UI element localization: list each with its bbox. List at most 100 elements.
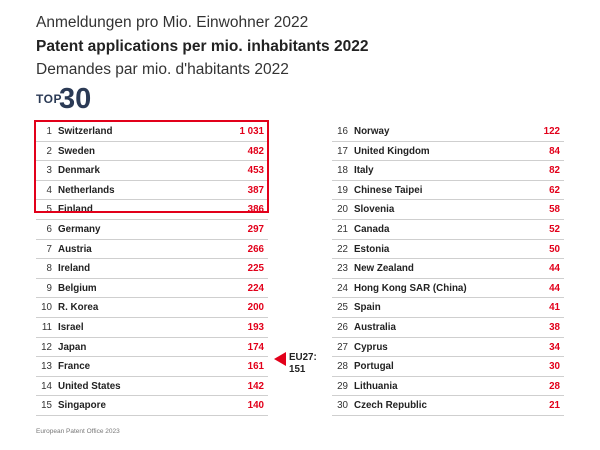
title-french: Demandes par mio. d'habitants 2022: [36, 61, 289, 78]
applications-value: 41: [549, 302, 560, 314]
applications-value: 142: [247, 380, 264, 392]
country-name: Estonia: [354, 243, 390, 255]
applications-value: 1 031: [239, 126, 264, 137]
country-name: Spain: [354, 302, 381, 314]
rank-number: 16: [337, 126, 348, 137]
rank-number: 26: [337, 321, 348, 333]
rank-number: 11: [41, 321, 52, 333]
table-row: 16 Norway 122: [332, 122, 564, 142]
country-name: Norway: [354, 126, 390, 137]
applications-value: 297: [247, 223, 264, 235]
title-english: Patent applications per mio. inhabitants…: [36, 38, 369, 55]
eu27-marker-label: EU27:: [289, 352, 317, 363]
table-row: 1 Switzerland 1 031: [36, 122, 268, 142]
rank-number: 1: [46, 126, 52, 137]
table-row: 8 Ireland 225: [36, 259, 268, 279]
rank-number: 30: [337, 400, 348, 412]
table-row: 28 Portugal 30: [332, 357, 564, 377]
applications-value: 21: [549, 400, 560, 412]
applications-value: 200: [247, 302, 264, 314]
table-row: 9 Belgium 224: [36, 279, 268, 299]
applications-value: 50: [549, 243, 560, 255]
country-name: United Kingdom: [354, 145, 430, 157]
applications-value: 44: [549, 263, 560, 275]
table-row: 23 New Zealand 44: [332, 259, 564, 279]
rank-number: 24: [337, 282, 348, 294]
eu27-marker-value: 151: [289, 364, 306, 375]
table-row: 29 Lithuania 28: [332, 377, 564, 397]
country-name: Sweden: [58, 145, 96, 157]
country-name: Czech Republic: [354, 400, 427, 412]
country-name: Cyprus: [354, 341, 388, 353]
table-row: 5 Finland 386: [36, 200, 268, 220]
rank-number: 23: [337, 263, 348, 275]
country-name: Israel: [58, 321, 84, 333]
table-row: 20 Slovenia 58: [332, 200, 564, 220]
country-name: Slovenia: [354, 204, 395, 216]
applications-value: 34: [549, 341, 560, 353]
applications-value: 82: [549, 165, 560, 177]
applications-value: 52: [549, 223, 560, 235]
country-name: Italy: [354, 165, 374, 177]
country-name: Japan: [58, 341, 87, 353]
country-name: Denmark: [58, 165, 100, 177]
applications-value: 28: [549, 380, 560, 392]
table-row: 22 Estonia 50: [332, 240, 564, 260]
table-row: 10 R. Korea 200: [36, 298, 268, 318]
rank-number: 6: [46, 223, 52, 235]
applications-value: 174: [247, 341, 264, 353]
table-row: 18 Italy 82: [332, 161, 564, 181]
rank-number: 17: [337, 145, 348, 157]
applications-value: 266: [247, 243, 264, 255]
table-row: 4 Netherlands 387: [36, 181, 268, 201]
rank-number: 29: [337, 380, 348, 392]
rank-number: 5: [46, 204, 52, 216]
rank-number: 18: [337, 165, 348, 177]
country-name: Germany: [58, 223, 101, 235]
rank-number: 20: [337, 204, 348, 216]
applications-value: 38: [549, 321, 560, 333]
applications-value: 387: [247, 184, 264, 196]
rank-number: 25: [337, 302, 348, 314]
top5-highlight-box: [34, 120, 269, 213]
applications-value: 193: [247, 321, 264, 333]
table-row: 11 Israel 193: [36, 318, 268, 338]
applications-value: 84: [549, 145, 560, 157]
applications-value: 58: [549, 204, 560, 216]
country-name: R. Korea: [58, 302, 99, 314]
applications-value: 44: [549, 282, 560, 294]
table-row: 24 Hong Kong SAR (China) 44: [332, 279, 564, 299]
country-name: Lithuania: [354, 380, 398, 392]
rank-number: 21: [337, 223, 348, 235]
title-german: Anmeldungen pro Mio. Einwohner 2022: [36, 14, 309, 31]
country-name: Ireland: [58, 263, 91, 275]
country-name: New Zealand: [354, 263, 414, 275]
table-row: 30 Czech Republic 21: [332, 396, 564, 416]
country-name: France: [58, 361, 91, 373]
country-name: Switzerland: [58, 126, 113, 137]
rank-number: 27: [337, 341, 348, 353]
country-name: Netherlands: [58, 184, 115, 196]
country-name: Austria: [58, 243, 92, 255]
table-row: 3 Denmark 453: [36, 161, 268, 181]
applications-value: 482: [247, 145, 264, 157]
rank-number: 10: [41, 302, 52, 314]
applications-value: 453: [247, 165, 264, 177]
rank-number: 4: [46, 184, 52, 196]
rank-number: 12: [41, 341, 52, 353]
table-row: 21 Canada 52: [332, 220, 564, 240]
country-name: Portugal: [354, 361, 394, 373]
country-name: Australia: [354, 321, 396, 333]
ranking-column-left: 1 Switzerland 1 031 2 Sweden 482 3 Denmark 453 4 N…: [36, 122, 268, 416]
table-row: 19 Chinese Taipei 62: [332, 181, 564, 201]
rank-number: 14: [41, 380, 52, 392]
table-row: 2 Sweden 482: [36, 142, 268, 162]
table-row: 25 Spain 41: [332, 298, 564, 318]
applications-value: 30: [549, 361, 560, 373]
country-name: Belgium: [58, 282, 97, 294]
table-row: 7 Austria 266: [36, 240, 268, 260]
footer-credit: European Patent Office 2023: [36, 428, 120, 435]
eu27-marker-arrow: [274, 352, 286, 366]
rank-number: 2: [46, 145, 52, 157]
country-name: Chinese Taipei: [354, 184, 423, 196]
